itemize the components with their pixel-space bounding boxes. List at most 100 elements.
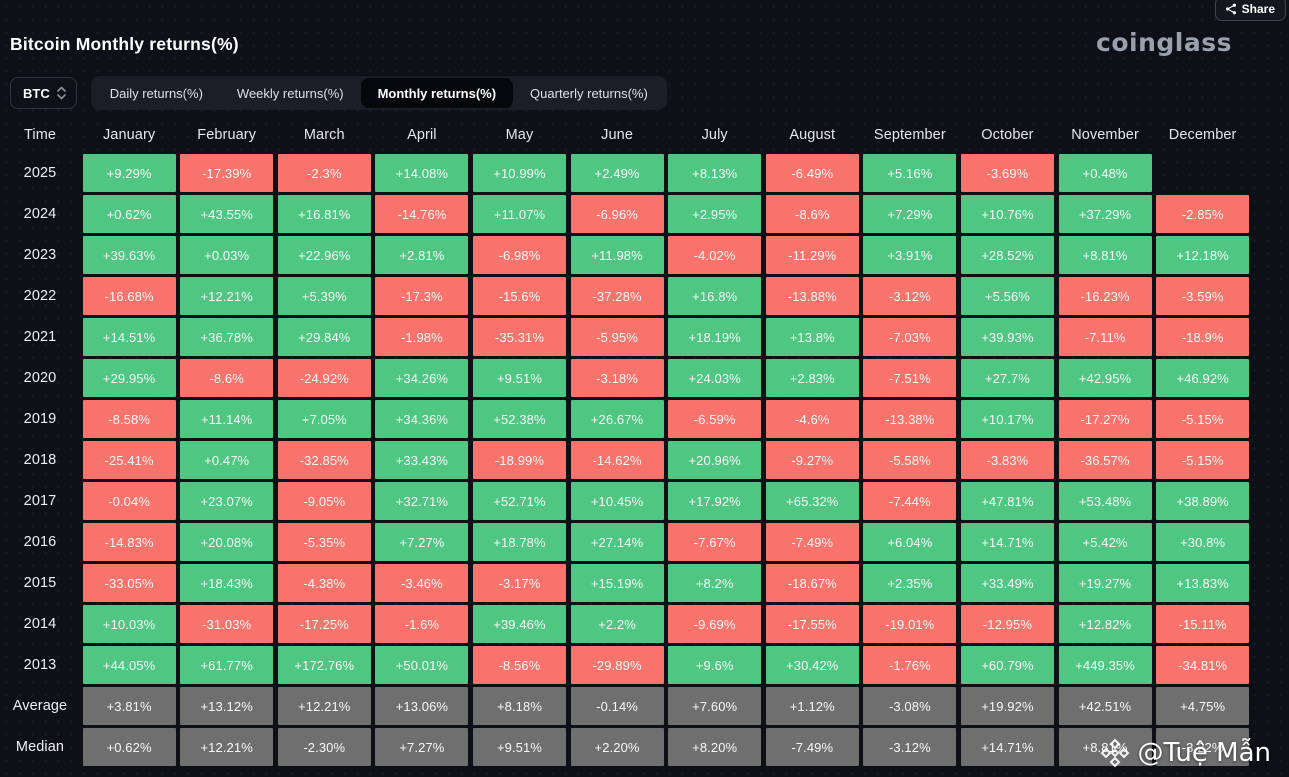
return-cell: -3.12%: [863, 728, 957, 766]
return-cell: +52.71%: [472, 482, 566, 520]
return-cell: -4.6%: [765, 400, 859, 438]
row-label: 2020: [23, 370, 57, 386]
row-label: 2014: [23, 616, 57, 632]
return-cell: -2.3%: [277, 154, 371, 192]
return-cell: -6.96%: [570, 195, 664, 233]
return-cell: -12.95%: [960, 605, 1054, 643]
returns-table: Time January February March April May June July…: [2, 118, 1289, 766]
return-cell: +60.79%: [960, 646, 1054, 684]
tab-weekly-returns[interactable]: Weekly returns(%): [220, 78, 361, 108]
tab-monthly-returns[interactable]: Monthly returns(%): [360, 78, 514, 108]
column-header: October: [981, 126, 1034, 143]
return-cell: +16.8%: [668, 277, 762, 315]
return-cell: +44.05%: [82, 646, 176, 684]
return-cell: -1.6%: [375, 605, 469, 643]
row-label: 2025: [23, 165, 57, 181]
return-cell: -18.9%: [1156, 318, 1250, 356]
return-cell: -17.55%: [765, 605, 859, 643]
return-cell: +8.2%: [668, 564, 762, 602]
return-cell: -8.6%: [765, 195, 859, 233]
return-cell: +2.83%: [765, 359, 859, 397]
return-cell: -7.51%: [863, 359, 957, 397]
return-cell: +0.62%: [82, 195, 176, 233]
return-cell: +8.20%: [668, 728, 762, 766]
return-cell: +33.49%: [960, 564, 1054, 602]
return-cell: +46.92%: [1156, 359, 1250, 397]
return-cell: +2.49%: [570, 154, 664, 192]
return-cell: +36.78%: [180, 318, 274, 356]
return-cell: -37.28%: [570, 277, 664, 315]
return-cell: -6.49%: [765, 154, 859, 192]
return-cell: -17.3%: [375, 277, 469, 315]
return-cell: +28.52%: [960, 236, 1054, 274]
return-cell: +12.21%: [180, 277, 274, 315]
return-cell: +53.48%: [1058, 482, 1152, 520]
return-cell: +10.17%: [960, 400, 1054, 438]
return-cell: +11.07%: [472, 195, 566, 233]
return-cell: +2.81%: [375, 236, 469, 274]
return-cell: +11.14%: [180, 400, 274, 438]
column-header: July: [701, 126, 728, 143]
return-cell: -3.12%: [863, 277, 957, 315]
return-cell: +16.81%: [277, 195, 371, 233]
return-cell: -7.03%: [863, 318, 957, 356]
return-cell: -14.83%: [82, 523, 176, 561]
row-label: 2018: [23, 452, 57, 468]
share-icon: [1225, 3, 1237, 15]
return-cell: +23.07%: [180, 482, 274, 520]
return-cell: -0.04%: [82, 482, 176, 520]
row-label: 2019: [23, 411, 57, 427]
return-cell: +29.95%: [82, 359, 176, 397]
return-cell: +8.13%: [668, 154, 762, 192]
return-cell: +39.46%: [472, 605, 566, 643]
return-cell: +27.7%: [960, 359, 1054, 397]
return-cell: +9.51%: [472, 359, 566, 397]
column-header: September: [873, 126, 946, 143]
column-header-time: Time: [23, 126, 57, 143]
return-cell: +9.6%: [668, 646, 762, 684]
return-cell: -9.69%: [668, 605, 762, 643]
return-cell: -3.17%: [472, 564, 566, 602]
return-cell: +20.96%: [668, 441, 762, 479]
return-cell: -1.76%: [863, 646, 957, 684]
return-cell: -7.67%: [668, 523, 762, 561]
return-cell: +14.71%: [960, 523, 1054, 561]
return-cell: -31.03%: [180, 605, 274, 643]
row-label: 2021: [23, 329, 57, 345]
return-cell: -1.98%: [375, 318, 469, 356]
return-cell: +18.19%: [668, 318, 762, 356]
tab-quarterly-returns[interactable]: Quarterly returns(%): [513, 78, 665, 108]
return-cell: +34.36%: [375, 400, 469, 438]
return-cell: -3.46%: [375, 564, 469, 602]
share-button[interactable]: Share: [1214, 0, 1286, 21]
return-cell: -19.01%: [863, 605, 957, 643]
symbol-selector-value: BTC: [23, 85, 50, 101]
return-cell: -3.22%: [1156, 728, 1250, 766]
return-cell: -18.99%: [472, 441, 566, 479]
return-cell: +34.26%: [375, 359, 469, 397]
return-cell: +14.08%: [375, 154, 469, 192]
return-cell: +10.45%: [570, 482, 664, 520]
return-cell: -2.30%: [277, 728, 371, 766]
return-cell: -35.31%: [472, 318, 566, 356]
return-cell: -9.05%: [277, 482, 371, 520]
return-cell: -3.59%: [1156, 277, 1250, 315]
return-cell: -0.14%: [570, 687, 664, 725]
return-cell: -3.69%: [960, 154, 1054, 192]
return-cell: -9.27%: [765, 441, 859, 479]
return-cell: +61.77%: [180, 646, 274, 684]
row-label: 2017: [23, 493, 57, 509]
tab-daily-returns[interactable]: Daily returns(%): [93, 78, 220, 108]
return-cell: -29.89%: [570, 646, 664, 684]
return-cell: +10.76%: [960, 195, 1054, 233]
return-cell: +8.81%: [1058, 236, 1152, 274]
return-cell: -11.29%: [765, 236, 859, 274]
row-label: 2013: [23, 657, 57, 673]
return-cell: +6.04%: [863, 523, 957, 561]
return-cell: -34.81%: [1156, 646, 1250, 684]
column-header: January: [102, 126, 156, 143]
row-label: 2023: [23, 247, 57, 263]
return-cell: +0.62%: [82, 728, 176, 766]
symbol-selector[interactable]: BTC: [10, 77, 77, 109]
